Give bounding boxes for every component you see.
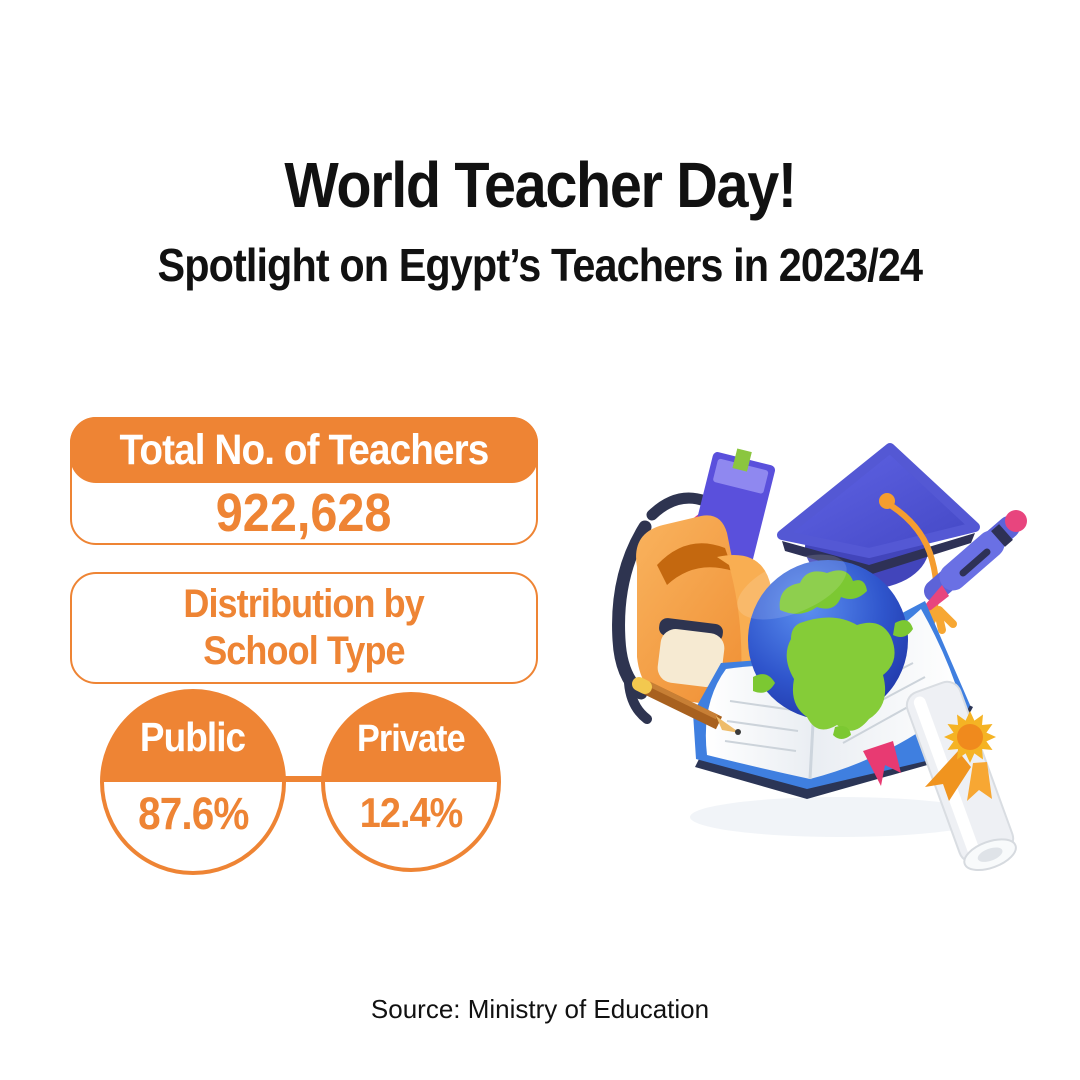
total-teachers-value: 922,628 — [72, 483, 536, 543]
graduation-cap-icon — [777, 443, 980, 634]
public-label-text: Public — [140, 714, 246, 760]
diploma-icon — [905, 680, 1017, 872]
ground-shadow — [690, 797, 990, 837]
private-value-text: 12.4% — [359, 788, 464, 836]
private-share-circle: Private 12.4% — [321, 692, 501, 872]
backpack-icon — [612, 448, 777, 724]
page-title-text: World Teacher Day! — [284, 149, 797, 221]
public-label: Public — [104, 693, 282, 782]
pencil-icon — [632, 677, 741, 735]
public-share-circle: Public 87.6% — [100, 689, 286, 875]
education-illustration — [612, 443, 1027, 872]
public-value: 87.6% — [104, 782, 282, 846]
globe-icon — [737, 554, 913, 739]
total-teachers-label: Total No. of Teachers — [119, 425, 490, 474]
private-label: Private — [325, 696, 497, 782]
page-subtitle: Spotlight on Egypt’s Teachers in 2023/24 — [0, 238, 1080, 292]
total-teachers-header: Total No. of Teachers — [70, 417, 538, 483]
private-value: 12.4% — [325, 782, 497, 844]
pen-icon — [917, 510, 1027, 615]
distribution-card: Distribution by School Type — [70, 572, 538, 684]
total-teachers-card: Total No. of Teachers 922,628 — [70, 417, 538, 545]
total-teachers-number: 922,628 — [216, 483, 392, 543]
circle-connector-line — [283, 776, 324, 782]
page-subtitle-text: Spotlight on Egypt’s Teachers in 2023/24 — [157, 239, 924, 291]
source-note: Source: Ministry of Education — [370, 994, 710, 1024]
distribution-label-line1: Distribution by — [183, 581, 425, 626]
distribution-label-line2: School Type — [203, 629, 405, 673]
private-label-text: Private — [357, 717, 466, 760]
bookmark-ribbon-icon — [863, 741, 901, 786]
page-title: World Teacher Day! — [0, 148, 1080, 222]
public-value-text: 87.6% — [137, 788, 249, 840]
